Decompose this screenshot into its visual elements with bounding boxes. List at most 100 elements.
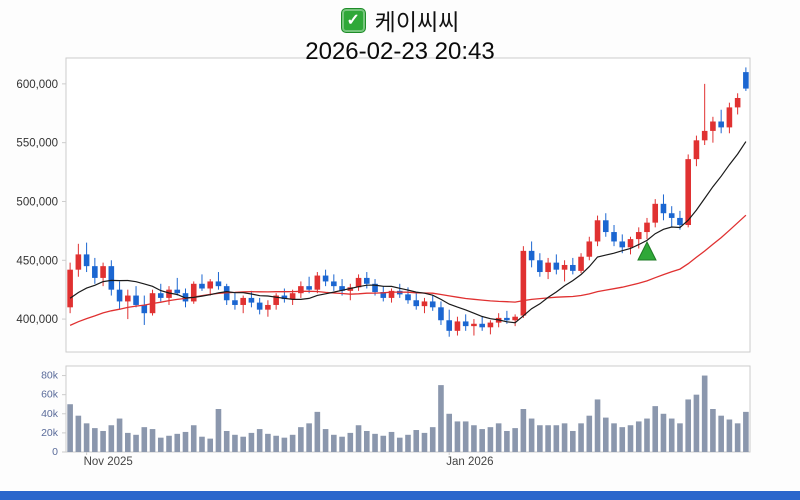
stock-checkbox-icon[interactable]: ✓ (340, 7, 366, 33)
volume-bar (215, 409, 222, 452)
volume-bar (100, 430, 106, 452)
volume-bar (149, 429, 156, 452)
candles (67, 67, 749, 337)
volume-bar (446, 413, 453, 452)
volume-bar (520, 409, 527, 452)
candle-body (471, 323, 477, 327)
volume-bar (298, 427, 304, 452)
volume-bar (586, 415, 593, 452)
candle-body (429, 301, 436, 308)
volume-bar (578, 423, 584, 452)
candle-body (660, 203, 667, 214)
candle-body (355, 277, 362, 288)
candle-body (421, 301, 428, 307)
volume-bar (512, 428, 518, 452)
candle-body (462, 321, 469, 327)
candle-body (281, 295, 288, 300)
volume-bar (528, 418, 535, 452)
candle-body (545, 262, 551, 273)
volume-bar (537, 425, 543, 452)
volume-bar (668, 418, 675, 452)
candle-body (619, 241, 626, 248)
candle-body (372, 283, 378, 293)
volume-bar (256, 429, 263, 452)
x-axis-label: Jan 2026 (446, 456, 493, 468)
volume-bar (281, 437, 288, 452)
candle-body (570, 264, 576, 271)
candle-body (256, 302, 263, 310)
price-panel (65, 57, 751, 353)
candle-body (265, 304, 271, 310)
candle-body (685, 159, 691, 225)
volume-bar (116, 418, 123, 452)
candle-body (677, 217, 683, 225)
volume-bar (421, 432, 428, 452)
volume-bar (166, 435, 172, 452)
volume-bar (693, 394, 700, 452)
volume-bar (710, 409, 716, 452)
volume-bar (190, 425, 197, 452)
volume-bar (677, 423, 683, 452)
candle-body (331, 281, 337, 287)
volume-bar (413, 430, 420, 452)
candle-body (182, 293, 189, 302)
volume-bar (347, 432, 354, 452)
volume-bar (561, 423, 568, 452)
candle-body (438, 307, 444, 321)
volume-bar (462, 421, 469, 452)
candle-body (289, 293, 296, 300)
volume-bar (157, 437, 164, 452)
candle-body (512, 316, 518, 321)
candle-body (166, 289, 172, 298)
candle-body (710, 121, 716, 131)
candle-body (199, 283, 205, 289)
volume-bar (133, 434, 139, 452)
ma-short-line (69, 141, 747, 324)
candle-body (520, 250, 527, 316)
volume-bar (438, 385, 444, 452)
candle-body (75, 254, 82, 270)
volume-bar (339, 436, 345, 452)
candle-body (487, 322, 494, 328)
candle-body (232, 300, 238, 305)
volume-bar (487, 427, 494, 452)
volume-bar (627, 425, 634, 452)
candle-body (363, 277, 370, 284)
candle-body (734, 97, 741, 108)
volume-bar (207, 438, 214, 452)
candle-body (446, 320, 453, 331)
volume-bar (108, 425, 115, 452)
candle-body (454, 321, 461, 331)
candle-body (67, 269, 73, 308)
volume-bar (594, 399, 601, 452)
candle-body (594, 220, 601, 242)
chart-header: ✓ 케이씨씨 2026-02-23 20:43 (0, 0, 800, 66)
volume-axis-label: 20k (41, 427, 59, 439)
volume-bar (331, 434, 337, 452)
candle-body (553, 262, 560, 270)
bottom-scrollbar[interactable] (0, 491, 800, 500)
ma-long-line (69, 214, 747, 326)
volume-bar (273, 435, 279, 452)
candle-body (388, 290, 395, 298)
volume-bar (602, 417, 609, 452)
candle-body (133, 295, 139, 305)
volume-bar (553, 425, 560, 452)
volume-bar (545, 425, 551, 452)
candle-body (611, 232, 617, 242)
volume-bar (495, 423, 502, 452)
candle-body (627, 239, 634, 248)
candle-body (602, 220, 609, 233)
title-line: ✓ 케이씨씨 (0, 3, 800, 37)
buy-signal-marker-icon (637, 240, 657, 261)
volume-axis-label: 80k (41, 370, 59, 382)
candle-body (726, 107, 733, 128)
volume-bar (454, 421, 461, 452)
candle-body (322, 275, 329, 282)
stock-name-label: 케이씨씨 (374, 9, 460, 35)
price-axis-label: 550,000 (16, 138, 58, 150)
volume-bar (570, 430, 576, 452)
volume-bar (635, 421, 642, 452)
candle-body (635, 232, 642, 240)
